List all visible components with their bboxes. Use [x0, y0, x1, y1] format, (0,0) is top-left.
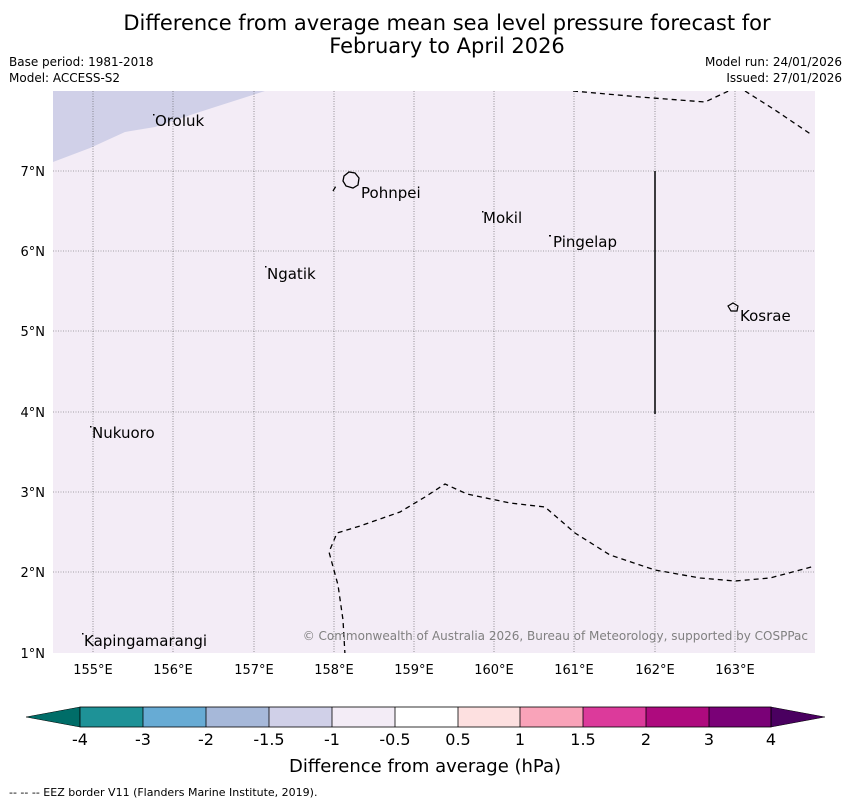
- map-background: [53, 91, 815, 653]
- place-labels: Oroluk Pohnpei Mokil Pingelap Ngatik Kos…: [84, 112, 791, 650]
- colorbar-segment: [395, 707, 458, 727]
- atoll-markers: [82, 114, 551, 635]
- colorbar-outline: [79, 706, 772, 728]
- ngatik-marker: [265, 266, 267, 268]
- oroluk-marker: [153, 114, 155, 116]
- place-kosrae: Kosrae: [740, 307, 791, 325]
- issued-date: Issued: 27/01/2026: [726, 71, 842, 85]
- lat-label: 7°N: [21, 165, 46, 180]
- lat-label: 5°N: [21, 325, 46, 340]
- longitude-axis: 155°E 156°E 157°E 158°E 159°E 160°E 161°…: [73, 663, 755, 678]
- lon-label: 155°E: [73, 663, 113, 678]
- eez-border-north: [572, 91, 731, 103]
- meta-left: Base period: 1981-2018 Model: ACCESS-S2: [9, 54, 154, 86]
- colorbar-segment: [583, 707, 646, 727]
- title-line-1: Difference from average mean sea level p…: [123, 11, 771, 35]
- colorbar-label: -0.5: [379, 730, 410, 749]
- colorbar-dividers: [142, 707, 710, 727]
- model-run: Model run: 24/01/2026: [704, 55, 842, 69]
- colorbar-segment: [80, 707, 143, 727]
- place-pingelap: Pingelap: [553, 233, 617, 251]
- lat-label: 1°N: [21, 647, 46, 662]
- lat-label: 6°N: [21, 245, 46, 260]
- lon-label: 163°E: [715, 663, 755, 678]
- colorbar-label: -1: [324, 730, 340, 749]
- kosrae-island: [727, 302, 739, 312]
- colorbar-label: -1.5: [253, 730, 284, 749]
- lat-label: 4°N: [21, 406, 46, 421]
- kapingamarangi-marker: [82, 633, 84, 635]
- colorbar-label: -3: [135, 730, 151, 749]
- colorbar-title: Difference from average (hPa): [289, 756, 561, 777]
- colorbar-extend-high: [770, 706, 826, 728]
- gridlines: [53, 91, 815, 653]
- lon-label: 157°E: [234, 663, 274, 678]
- colorbar-label: 3: [704, 730, 714, 749]
- colorbar-label: 4: [766, 730, 776, 749]
- colorbar-label: 1: [515, 730, 525, 749]
- colorbar-segment: [458, 707, 520, 727]
- place-pohnpei: Pohnpei: [361, 184, 421, 202]
- colorbar-label: 1.5: [570, 730, 595, 749]
- colorbar-segment: [646, 707, 709, 727]
- colorbar-segment: [143, 707, 206, 727]
- colorbar-label: -4: [72, 730, 88, 749]
- base-period: Base period: 1981-2018: [9, 55, 154, 69]
- copyright-notice: © Commonwealth of Australia 2026, Bureau…: [303, 629, 808, 643]
- place-mokil: Mokil: [483, 209, 522, 227]
- title-line-2: February to April 2026: [329, 34, 565, 58]
- colorbar-segment: [332, 707, 395, 727]
- lon-label: 159°E: [394, 663, 434, 678]
- eez-border-south: [328, 483, 815, 653]
- lon-label: 161°E: [554, 663, 594, 678]
- place-nukuoro: Nukuoro: [92, 424, 155, 442]
- lat-label: 3°N: [21, 486, 46, 501]
- colorbar-labels: -4 -3 -2 -1.5 -1 -0.5 0.5 1 1.5 2 3 4: [72, 730, 776, 749]
- chart-title: Difference from average mean sea level p…: [0, 12, 850, 58]
- eez-legend-note: -- -- -- EEZ border V11 (Flanders Marine…: [9, 786, 318, 799]
- eez-border-northeast: [744, 91, 813, 136]
- mokil-marker: [482, 211, 484, 213]
- anomaly-region-low: [53, 91, 265, 162]
- meta-right: Model run: 24/01/2026 Issued: 27/01/2026: [705, 54, 842, 86]
- pingelap-marker: [549, 235, 551, 237]
- colorbar-segment: [206, 707, 269, 727]
- latitude-axis: 7°N 6°N 5°N 4°N 3°N 2°N 1°N: [21, 165, 46, 662]
- colorbar-label: 2: [641, 730, 651, 749]
- eez-border-fragment: [332, 185, 337, 192]
- colorbar-extend-low: [25, 706, 81, 728]
- nukuoro-marker: [90, 426, 92, 428]
- lon-label: 160°E: [474, 663, 514, 678]
- lon-label: 162°E: [635, 663, 675, 678]
- colorbar-segment: [709, 707, 771, 727]
- model-name: Model: ACCESS-S2: [9, 71, 121, 85]
- place-oroluk: Oroluk: [155, 112, 204, 130]
- pohnpei-island: [342, 171, 360, 189]
- place-kapingamarangi: Kapingamarangi: [84, 632, 207, 650]
- lon-label: 158°E: [314, 663, 354, 678]
- eez-borders: [328, 91, 815, 653]
- lat-label: 2°N: [21, 566, 46, 581]
- place-ngatik: Ngatik: [267, 265, 316, 283]
- colorbar: -4 -3 -2 -1.5 -1 -0.5 0.5 1 1.5 2 3 4 Di…: [25, 706, 826, 777]
- colorbar-segment: [520, 707, 583, 727]
- colorbar-segment: [269, 707, 332, 727]
- lon-label: 156°E: [153, 663, 193, 678]
- colorbar-label: -2: [198, 730, 214, 749]
- colorbar-label: 0.5: [445, 730, 470, 749]
